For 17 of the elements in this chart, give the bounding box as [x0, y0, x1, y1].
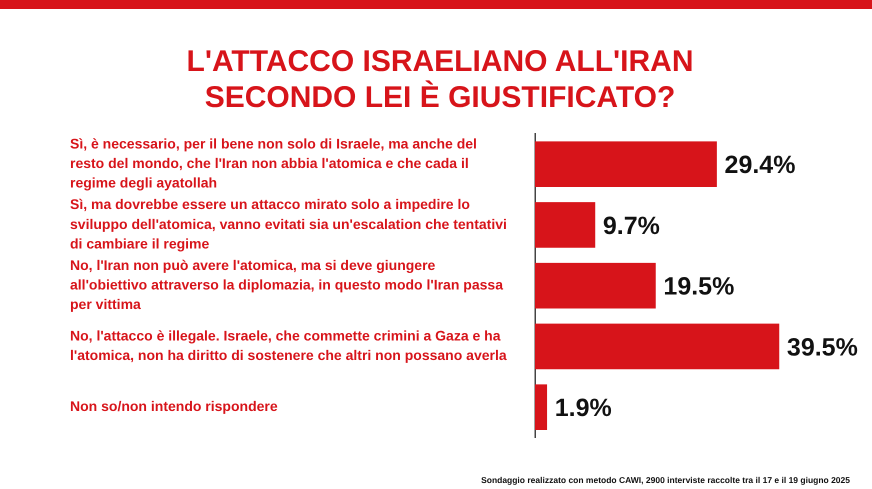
data-label: 9.7% — [602, 212, 660, 240]
chart-title: L'ATTACCO ISRAELIANO ALL'IRAN SECONDO LEI È GIUSTIFICATO? — [186, 44, 694, 116]
y-tick-label: No, l'Iran non può avere l'atomica, ma si deve giungere all'obiettivo attraverso la diplomazia, in questo modo l'Iran passa per vittima — [70, 256, 504, 312]
data-label: 39.5% — [786, 333, 858, 362]
y-tick-label: Sì, ma dovrebbe essere un attacco mirato solo a impedire lo sviluppo dell'atomica, vanno evitati sia un'escalation che tentativi di cambiare il regime — [70, 196, 507, 252]
bar — [535, 202, 596, 248]
bar — [535, 262, 656, 309]
y-tick-label: Non so/non intendo rispondere — [70, 398, 278, 414]
bar — [535, 384, 548, 430]
bar — [535, 141, 717, 188]
y-tick-label: No, l'attacco è illegale. Israele, che commette crimini a Gaza e ha l'atomica, non ha diritto di sostenere che altri non possano averla — [70, 328, 507, 364]
data-label: 1.9% — [554, 394, 612, 422]
bar — [535, 324, 780, 370]
data-label: 19.5% — [663, 272, 734, 301]
data-label: 29.4% — [724, 151, 796, 180]
text: Sondaggio realizzato con metodo CAWI, 2900 interviste raccolte tra il 17 e il 19 giugno 2025 — [481, 475, 850, 485]
y-tick-label: Sì, è necessario, per il bene non solo di Israele, ma anche del resto del mondo, che l'Iran non abbia l'atomica e che cada il regime degli ayatollah — [70, 135, 477, 191]
